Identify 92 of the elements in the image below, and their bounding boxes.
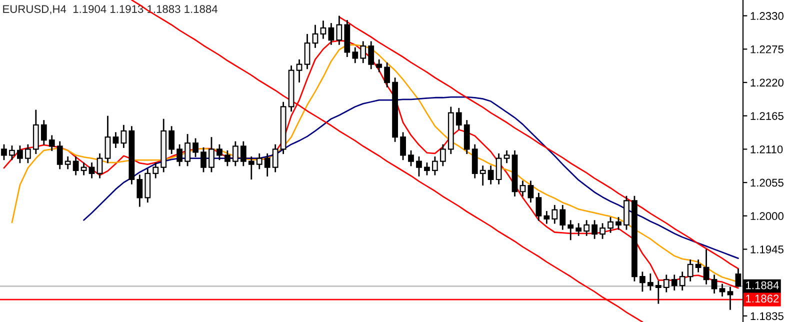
y-tick-label: 1.2165	[750, 112, 784, 120]
candlestick	[639, 270, 646, 292]
candlestick	[9, 144, 15, 161]
candlestick	[647, 272, 654, 292]
candlestick	[695, 258, 702, 273]
candlestick	[184, 133, 190, 167]
candlestick	[64, 156, 71, 170]
candlestick	[408, 150, 414, 167]
candlestick	[104, 115, 111, 164]
candlestick	[679, 270, 686, 292]
candlestick	[72, 156, 79, 176]
y-tick-label: 1.2055	[750, 178, 784, 187]
candlestick	[520, 180, 526, 198]
candlestick	[616, 216, 622, 231]
ref-line-label: 1.1862	[746, 294, 779, 303]
candlestick	[687, 258, 694, 282]
candlestick	[264, 152, 270, 178]
candlestick	[568, 219, 574, 241]
candlestick	[416, 156, 422, 178]
candlestick	[96, 152, 103, 179]
candlestick	[608, 216, 614, 234]
candlestick	[432, 156, 438, 176]
candlestick	[376, 58, 382, 73]
candlestick	[272, 144, 278, 173]
candlestick	[592, 219, 598, 240]
y-tick-label: 1.2220	[750, 78, 784, 87]
line-series	[338, 16, 739, 270]
candlestick	[208, 136, 214, 173]
candlestick	[336, 15, 342, 46]
candlestick	[1, 144, 7, 161]
candlestick	[536, 192, 542, 222]
candlestick	[40, 119, 47, 146]
ref-line-label: 1.1884	[746, 281, 779, 290]
candlestick	[320, 20, 326, 40]
candlestick	[152, 162, 159, 179]
candlestick	[192, 138, 198, 158]
candlestick	[584, 219, 590, 237]
line-series	[83, 96, 739, 260]
candlestick	[256, 152, 262, 170]
y-tick-label: 1.2275	[750, 45, 784, 54]
candlestick	[176, 144, 183, 167]
y-tick-label: 1.1835	[750, 312, 784, 320]
candlestick	[456, 107, 462, 130]
chart-title: EURUSD,H4 1.1904 1.1913 1.1883 1.1884	[3, 5, 218, 14]
candlestick	[312, 24, 318, 49]
candlestick	[480, 164, 486, 186]
candlestick	[424, 162, 430, 176]
candlestick	[120, 124, 127, 149]
candlestick	[88, 162, 95, 179]
candlestick	[528, 180, 534, 204]
candlestick	[216, 144, 222, 161]
candlestick	[400, 132, 406, 161]
candlestick	[727, 286, 734, 311]
candlestick	[496, 152, 502, 186]
candlestick	[296, 58, 302, 84]
candlestick	[328, 22, 334, 46]
candlestick	[240, 140, 246, 167]
candlestick	[200, 146, 206, 173]
candlestick	[360, 40, 366, 64]
candlestick	[304, 33, 310, 70]
candlestick	[17, 144, 23, 164]
candlestick	[552, 204, 558, 224]
candlestick	[560, 204, 566, 231]
candlestick	[671, 274, 678, 292]
candlestick	[224, 150, 230, 167]
candlestick	[655, 280, 662, 305]
candlestick	[384, 62, 390, 88]
candlestick	[719, 283, 726, 298]
y-tick-label: 1.2110	[750, 145, 783, 154]
candlestick	[368, 40, 374, 70]
candlestick	[56, 140, 63, 170]
candlestick	[136, 174, 143, 208]
candlestick	[576, 222, 582, 237]
candlestick	[600, 222, 606, 240]
candlestick	[248, 156, 254, 180]
candlestick	[112, 132, 119, 149]
candlestick	[488, 164, 494, 186]
candlestick	[663, 274, 670, 293]
candlestick	[703, 248, 710, 286]
y-tick-label: 1.2000	[750, 212, 784, 220]
candlestick	[440, 144, 446, 167]
candlestick	[48, 134, 55, 152]
candlestick	[352, 46, 358, 64]
candlestick	[168, 125, 175, 155]
y-tick-label: 1.1945	[750, 246, 784, 254]
candlestick	[544, 210, 550, 224]
candlestick	[711, 274, 718, 294]
y-tick-label: 1.2330	[750, 12, 784, 20]
candlestick	[24, 144, 31, 164]
candlestick	[80, 162, 87, 176]
candlestick	[504, 150, 510, 164]
candlestick	[232, 140, 238, 167]
